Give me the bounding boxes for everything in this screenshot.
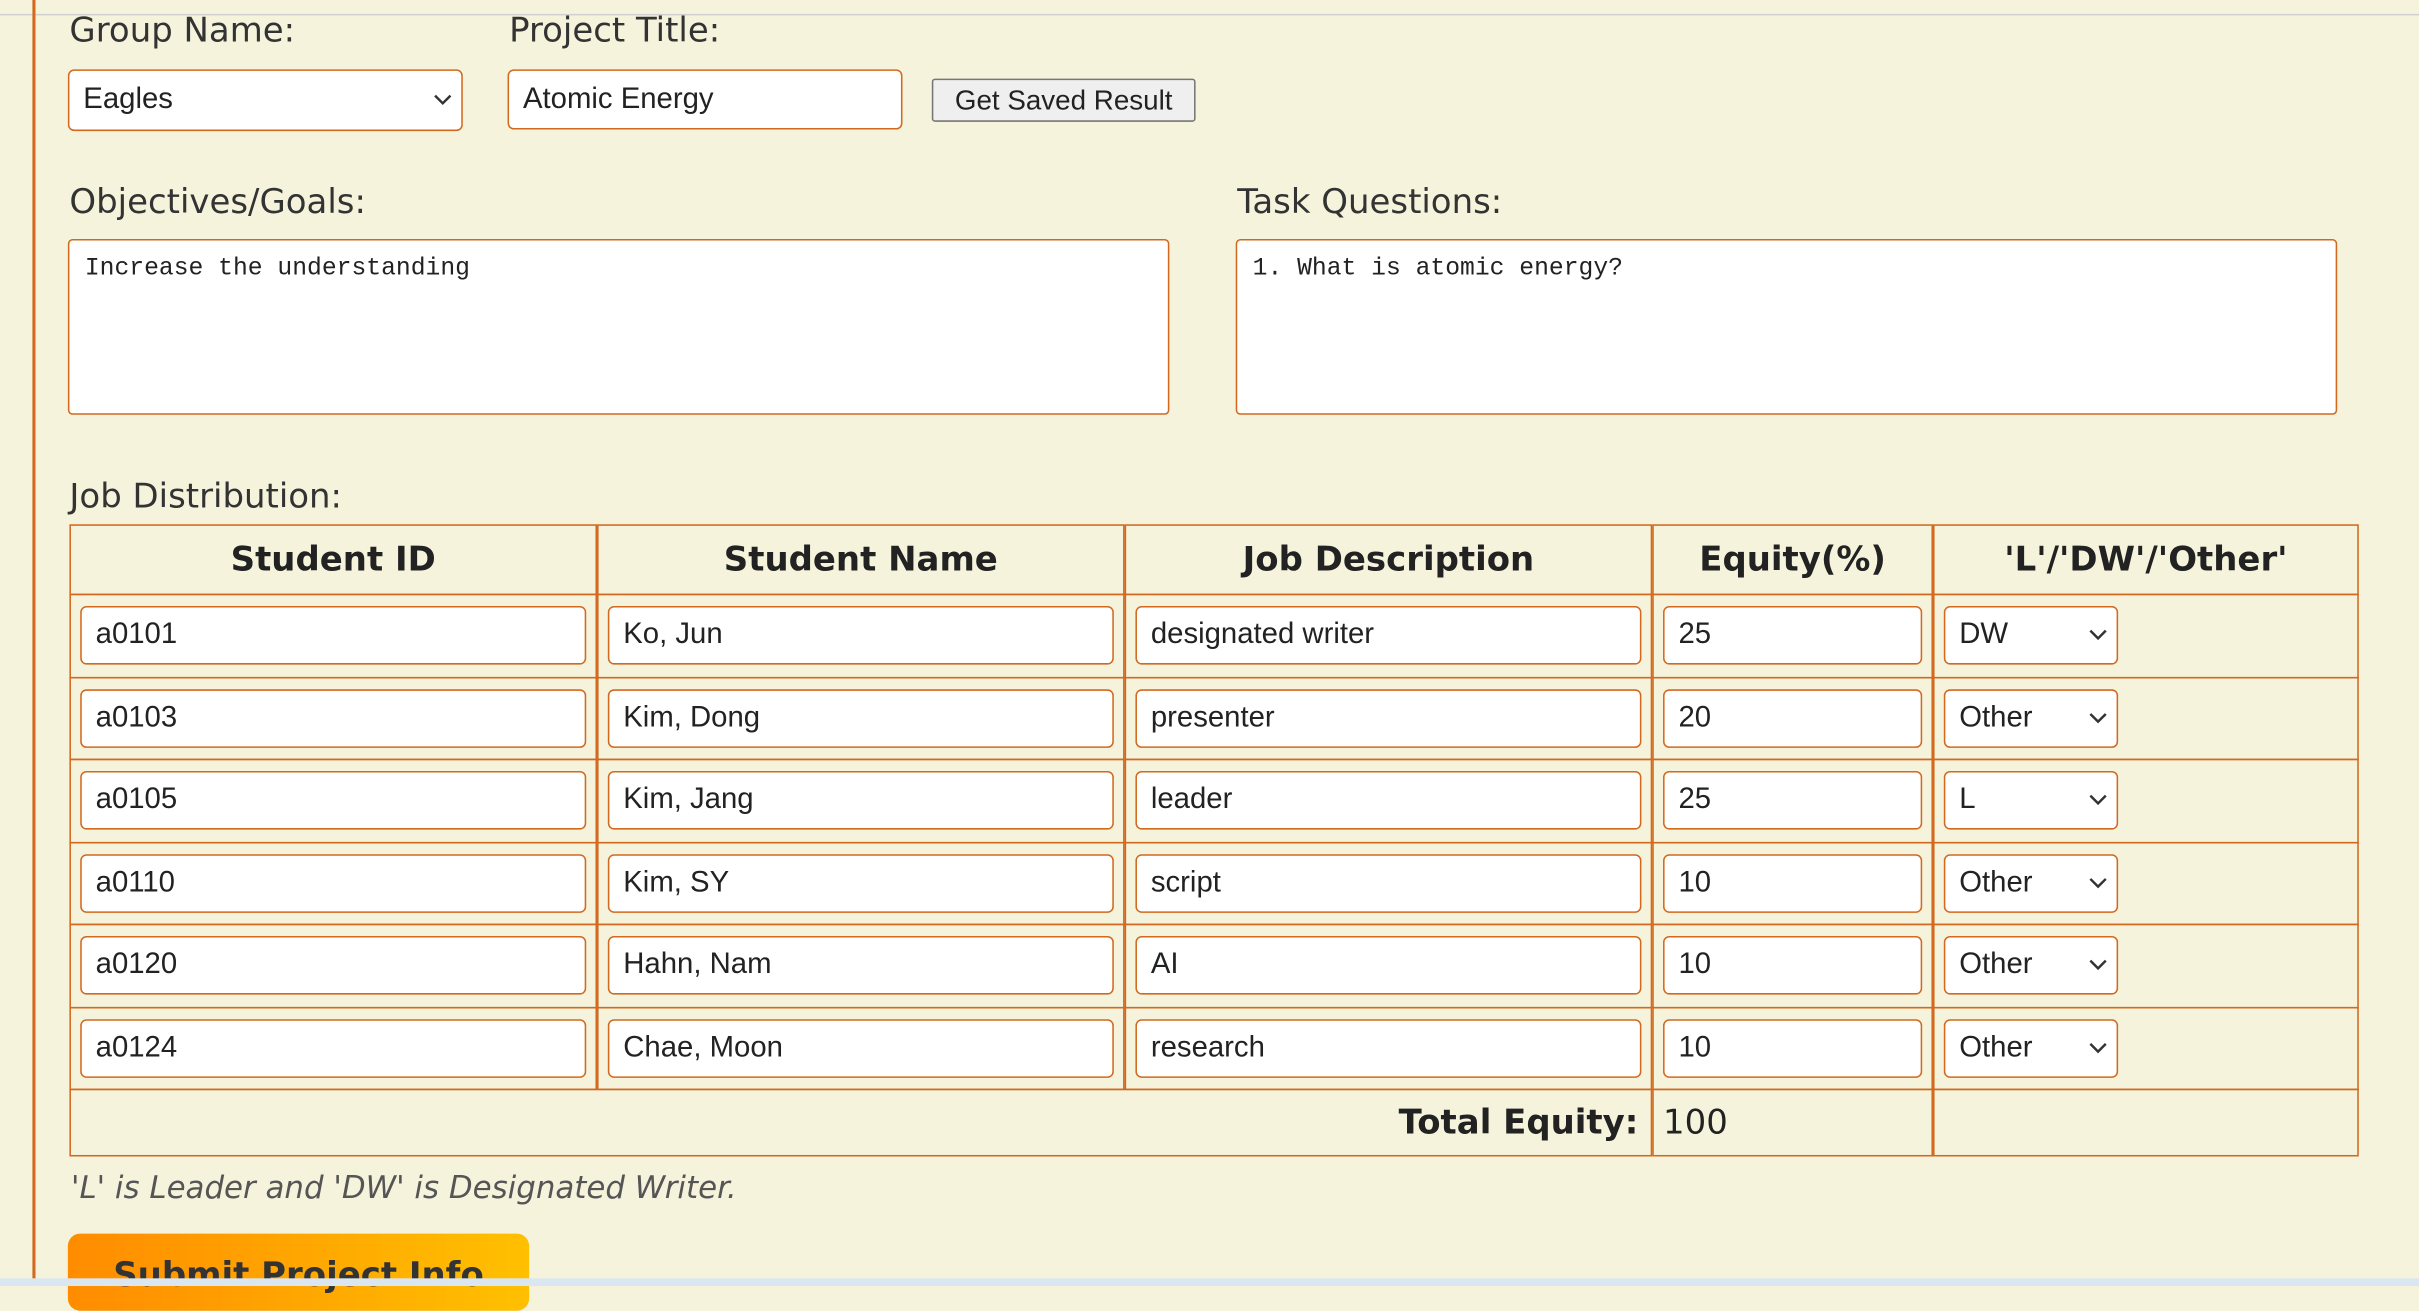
cell-input[interactable]: a0103 [80, 688, 587, 748]
total-label-cell: Total Equity: [69, 1088, 1653, 1157]
select-value: Other [1959, 700, 2033, 734]
label: Group Name: [69, 12, 296, 51]
role-select[interactable]: Other [1943, 688, 2119, 748]
table-cell: AI [1124, 923, 1653, 1008]
cell-input[interactable]: Kim, Dong [607, 688, 1114, 748]
table-cell: 10 [1652, 923, 1934, 1008]
title-input[interactable]: Atomic Energy [507, 69, 903, 130]
table-cell: Kim, SY [597, 841, 1125, 926]
cell-input[interactable]: Kim, SY [607, 853, 1114, 913]
cell-input[interactable]: a0124 [80, 1018, 587, 1078]
table-cell: Kim, Jang [597, 758, 1125, 843]
select-value: Eagles [83, 83, 173, 116]
top-rule [0, 13, 2419, 16]
submit-button[interactable]: Submit Project Info [67, 1233, 530, 1311]
cell-input[interactable]: Kim, Jang [607, 771, 1114, 830]
table-cell: Hahn, Nam [597, 923, 1125, 1008]
column-header: Student ID [69, 524, 598, 596]
cell-input[interactable]: 10 [1663, 1018, 1923, 1078]
select-value: Other [1959, 948, 2033, 981]
table-cell: script [1124, 841, 1653, 926]
cell-input[interactable]: presenter [1135, 688, 1642, 748]
table-cell: Other [1933, 841, 2359, 926]
group-select[interactable]: Eagles [67, 69, 463, 132]
cell-input[interactable]: a0120 [80, 935, 587, 995]
questions-textarea[interactable]: 1. What is atomic energy? [1235, 239, 2338, 415]
table-cell: 25 [1652, 593, 1934, 678]
table-cell: L [1933, 758, 2359, 843]
cell-input[interactable]: 25 [1663, 771, 1923, 830]
chevron [2089, 794, 2107, 806]
select-value: Other [1959, 865, 2033, 899]
chevron [2089, 1042, 2107, 1053]
cell-input[interactable]: Ko, Jun [607, 606, 1114, 665]
table-cell: a0105 [69, 758, 598, 843]
cell-input[interactable]: research [1135, 1018, 1642, 1078]
table-cell: a0124 [69, 1006, 598, 1091]
cell-input[interactable]: script [1135, 853, 1642, 913]
label: Task Questions: [1237, 183, 1503, 223]
cell-input[interactable]: 10 [1663, 853, 1923, 913]
cell-input[interactable]: 25 [1663, 606, 1923, 665]
cell-input[interactable]: 20 [1663, 688, 1923, 748]
cell-input[interactable]: leader [1135, 771, 1642, 830]
bottom-strip [0, 1278, 2419, 1287]
table-cell: 10 [1652, 1006, 1934, 1091]
column-header: Job Description [1124, 524, 1653, 596]
chevron [434, 94, 452, 106]
column-header: Equity(%) [1652, 524, 1934, 596]
left-rule [32, 0, 35, 1287]
role-select[interactable]: Other [1943, 853, 2119, 913]
table-cell: DW [1933, 593, 2359, 678]
table-cell: designated writer [1124, 593, 1653, 678]
chevron [2089, 629, 2107, 641]
table-cell: Other [1933, 1006, 2359, 1091]
table-cell: presenter [1124, 676, 1653, 761]
table-cell: Ko, Jun [597, 593, 1125, 678]
chevron [2089, 877, 2107, 888]
select-value: Other [1959, 1030, 2033, 1064]
note: 'L' is Leader and 'DW' is Designated Wri… [70, 1168, 737, 1206]
role-select[interactable]: Other [1943, 1018, 2119, 1078]
table-cell: a0110 [69, 841, 598, 926]
table-cell: Chae, Moon [597, 1006, 1125, 1091]
cell-input[interactable]: AI [1135, 935, 1642, 995]
table-cell: research [1124, 1006, 1653, 1091]
get-saved-button[interactable]: Get Saved Result [931, 78, 1196, 122]
column-header: Student Name [597, 524, 1125, 596]
cell-input[interactable]: 10 [1663, 935, 1923, 995]
table-cell: 10 [1652, 841, 1934, 926]
role-select[interactable]: Other [1943, 935, 2119, 995]
table-cell: a0103 [69, 676, 598, 761]
select-value: L [1959, 783, 1976, 816]
chevron [2089, 712, 2107, 723]
select-value: DW [1959, 618, 2009, 651]
table-cell: Other [1933, 923, 2359, 1008]
table-cell: 25 [1652, 758, 1934, 843]
cell-input[interactable]: designated writer [1135, 606, 1642, 665]
label: Objectives/Goals: [69, 183, 366, 223]
table-cell: a0120 [69, 923, 598, 1008]
cell-input[interactable]: a0101 [80, 606, 587, 665]
cell-input[interactable]: Chae, Moon [607, 1018, 1114, 1078]
cell-input[interactable]: a0105 [80, 771, 587, 830]
role-select[interactable]: DW [1943, 606, 2119, 665]
label: Job Distribution: [69, 478, 342, 517]
empty-cell [1933, 1088, 2359, 1157]
chevron [2089, 959, 2107, 971]
label: Project Title: [509, 12, 721, 51]
table-cell: leader [1124, 758, 1653, 843]
cell-input[interactable]: Hahn, Nam [607, 935, 1114, 995]
table-cell: Other [1933, 676, 2359, 761]
cell-input[interactable]: a0110 [80, 853, 587, 913]
role-select[interactable]: L [1943, 771, 2119, 830]
table-cell: Kim, Dong [597, 676, 1125, 761]
column-header: 'L'/'DW'/'Other' [1933, 524, 2359, 596]
table-cell: a0101 [69, 593, 598, 678]
table-cell: 20 [1652, 676, 1934, 761]
objectives-textarea[interactable]: Increase the understanding [67, 239, 1170, 415]
total-value: 100 [1652, 1088, 1934, 1157]
